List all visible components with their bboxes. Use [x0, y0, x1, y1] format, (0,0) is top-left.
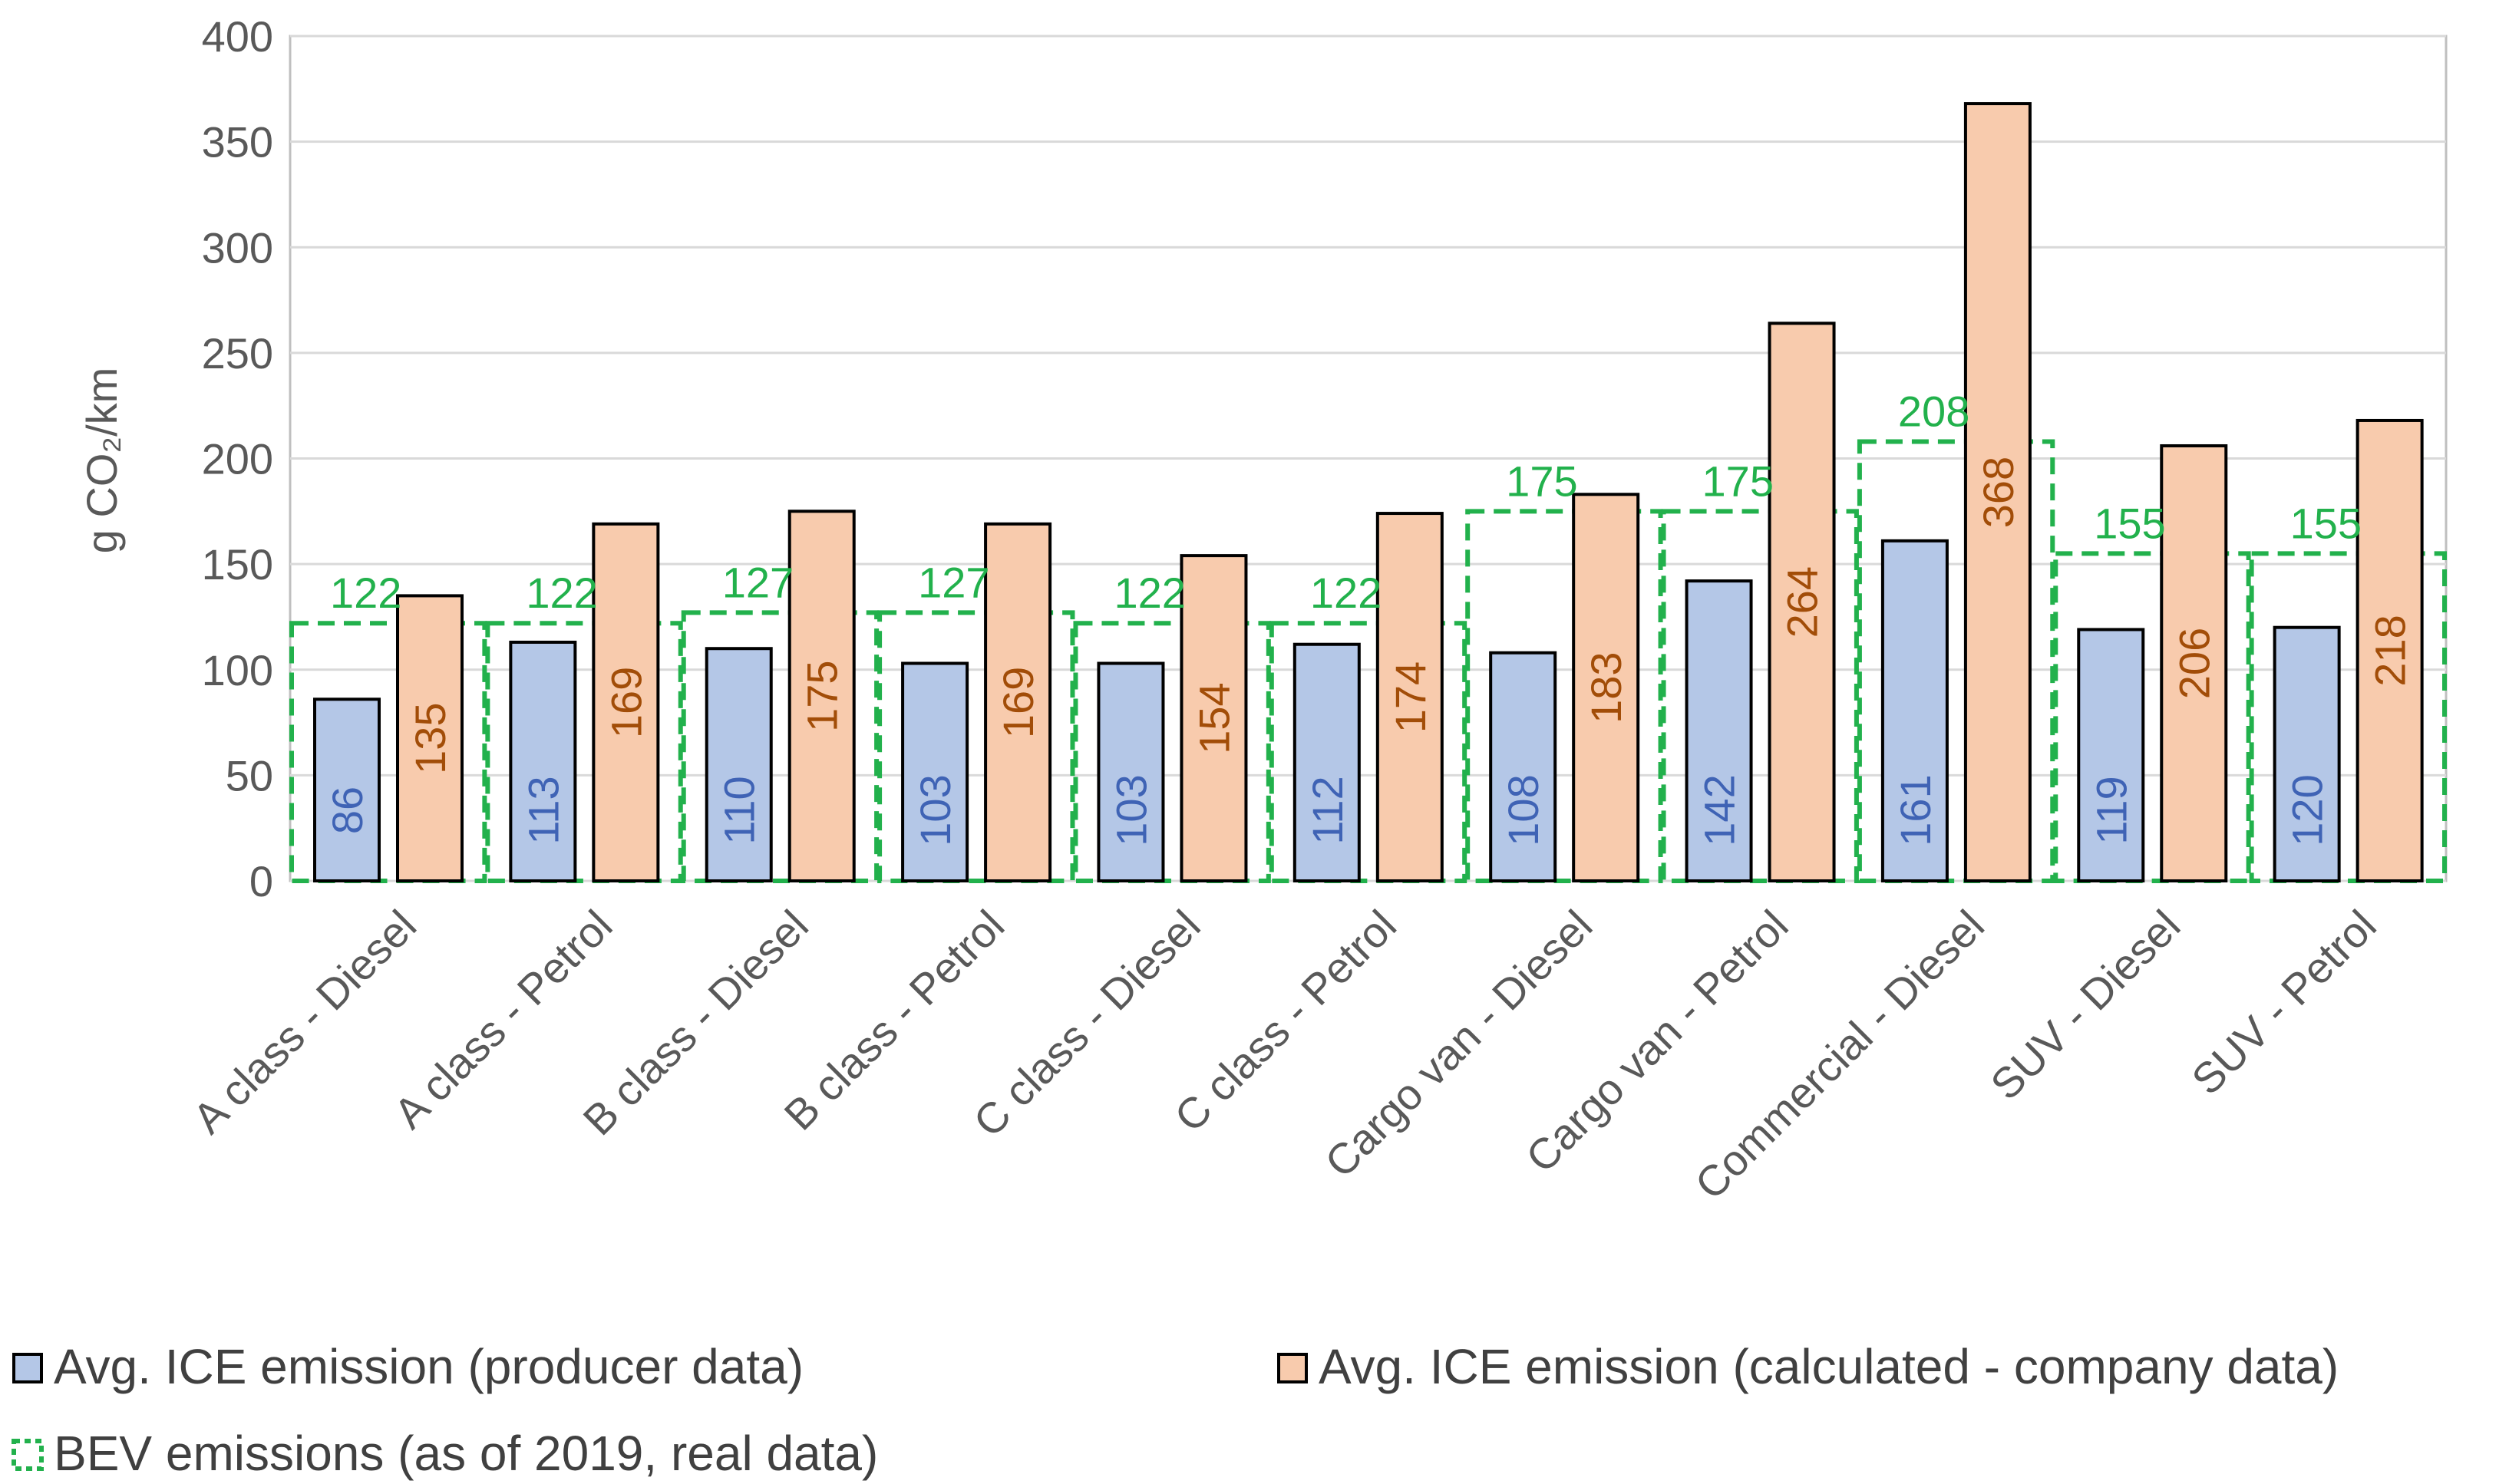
legend-swatch — [12, 1353, 43, 1383]
bar-ice-producer — [1880, 539, 1949, 882]
bar-ice-producer — [1097, 661, 1165, 882]
y-tick-label: 0 — [249, 857, 273, 905]
bar-ice-calculated — [396, 594, 464, 882]
bar-value-label: 154 — [1190, 682, 1238, 754]
bar-value-label: 110 — [715, 776, 764, 844]
bar-value-label: 142 — [1695, 774, 1744, 846]
x-category-label: SUV - Petrol — [2182, 901, 2385, 1104]
bar-ice-producer — [1489, 651, 1557, 882]
bev-value-label: 122 — [330, 569, 401, 617]
bev-value-label: 155 — [2290, 499, 2362, 547]
bar-value-label: 169 — [994, 667, 1042, 738]
bar-ice-calculated — [787, 510, 856, 882]
bev-bar — [2249, 551, 2448, 883]
bar-ice-calculated — [592, 522, 660, 882]
bev-bar — [1465, 509, 1663, 883]
bar-value-label: 86 — [323, 787, 371, 834]
y-tick-label: 250 — [202, 329, 273, 378]
bar-ice-producer — [1685, 579, 1753, 883]
bar-value-label: 119 — [2087, 776, 2135, 844]
bar-ice-calculated — [1375, 512, 1444, 882]
bev-value-label: 122 — [1114, 569, 1185, 617]
bar-value-label: 103 — [1107, 774, 1155, 846]
bar-ice-calculated — [2355, 418, 2424, 882]
bar-value-labels: 86 135 113 169 110 175 103 169 103 154 112 174 108 18… — [323, 457, 2415, 846]
bar-ice-producer — [509, 640, 577, 883]
bar-value-label: 169 — [602, 667, 650, 738]
bar-ice-producer — [1292, 642, 1361, 882]
bar-ice-producer — [901, 661, 969, 882]
legend-swatch — [12, 1439, 44, 1471]
bev-value-label: 175 — [1506, 457, 1577, 505]
y-tick-label: 300 — [202, 223, 273, 272]
bar-ice-producer — [2077, 628, 2145, 882]
bar-series — [313, 102, 2424, 883]
y-tick-label: 150 — [202, 540, 273, 589]
bar-value-label: 174 — [1386, 661, 1434, 733]
legend-swatch — [1277, 1353, 1308, 1383]
bar-ice-producer — [705, 647, 773, 882]
bar-value-label: 113 — [519, 776, 567, 844]
bar-ice-calculated — [1180, 554, 1248, 882]
bev-bar — [2053, 551, 2251, 883]
legend-label: BEV emissions (as of 2019, real data) — [54, 1426, 878, 1481]
bar-value-label: 108 — [1499, 774, 1547, 846]
bar-value-label: 135 — [406, 702, 454, 773]
x-category-label: SUV - Diesel — [1981, 901, 2189, 1109]
bar-ice-calculated — [1572, 493, 1640, 882]
bev-bar — [289, 621, 487, 883]
y-axis-ticks: 0 50 100 150 200 250 300 350 400 — [202, 12, 273, 905]
bar-value-label: 183 — [1582, 651, 1630, 723]
bev-value-label: 127 — [918, 558, 989, 606]
legend: Avg. ICE emission (producer data) Avg. IC… — [12, 1339, 2339, 1481]
bar-ice-calculated — [984, 522, 1052, 882]
bar-value-label: 112 — [1303, 776, 1352, 844]
bar-value-label: 161 — [1891, 774, 1940, 846]
legend-item: BEV emissions (as of 2019, real data) — [12, 1426, 878, 1481]
bev-bar — [1661, 509, 1859, 883]
bar-value-label: 175 — [798, 660, 847, 731]
bar-ice-producer — [313, 697, 381, 882]
bar-ice-calculated — [2160, 444, 2228, 882]
bar-value-label: 103 — [911, 774, 959, 846]
bev-value-labels: 122 122 127 127 122 122 175 175 208 155 155 — [330, 387, 2362, 617]
bar-ice-calculated — [1963, 102, 2032, 882]
bar-value-label: 120 — [2283, 774, 2332, 846]
bev-bar — [681, 610, 880, 883]
legend-item: Avg. ICE emission (calculated - company … — [1277, 1339, 2339, 1394]
y-tick-label: 50 — [226, 751, 273, 800]
bev-value-label: 175 — [1702, 457, 1774, 505]
bar-ice-calculated — [1768, 322, 1836, 882]
bev-value-label: 122 — [526, 569, 597, 617]
bev-value-label: 127 — [722, 558, 794, 606]
legend-label: Avg. ICE emission (producer data) — [54, 1339, 804, 1394]
y-tick-label: 400 — [202, 12, 273, 61]
bar-value-label: 264 — [1778, 566, 1827, 638]
y-axis-title: g CO₂/km — [78, 368, 126, 554]
bev-value-label: 122 — [1310, 569, 1382, 617]
bar-ice-producer — [2273, 625, 2341, 882]
legend-label: Avg. ICE emission (calculated - company … — [1319, 1339, 2339, 1394]
bev-bar — [485, 621, 683, 883]
legend-item: Avg. ICE emission (producer data) — [12, 1339, 804, 1394]
bev-series — [289, 439, 2448, 883]
bar-value-label: 218 — [2366, 615, 2415, 686]
y-tick-label: 200 — [202, 435, 273, 483]
bev-bar — [1857, 439, 2055, 883]
bev-bar — [1269, 621, 1467, 883]
bar-value-label: 368 — [1974, 457, 2022, 528]
y-tick-label: 350 — [202, 118, 273, 167]
bev-bar — [1073, 621, 1271, 883]
bev-value-label: 208 — [1898, 387, 1969, 435]
bar-value-label: 206 — [2170, 628, 2218, 699]
bev-bar — [877, 610, 1075, 883]
y-tick-label: 100 — [202, 646, 273, 694]
bev-value-label: 155 — [2094, 499, 2165, 547]
